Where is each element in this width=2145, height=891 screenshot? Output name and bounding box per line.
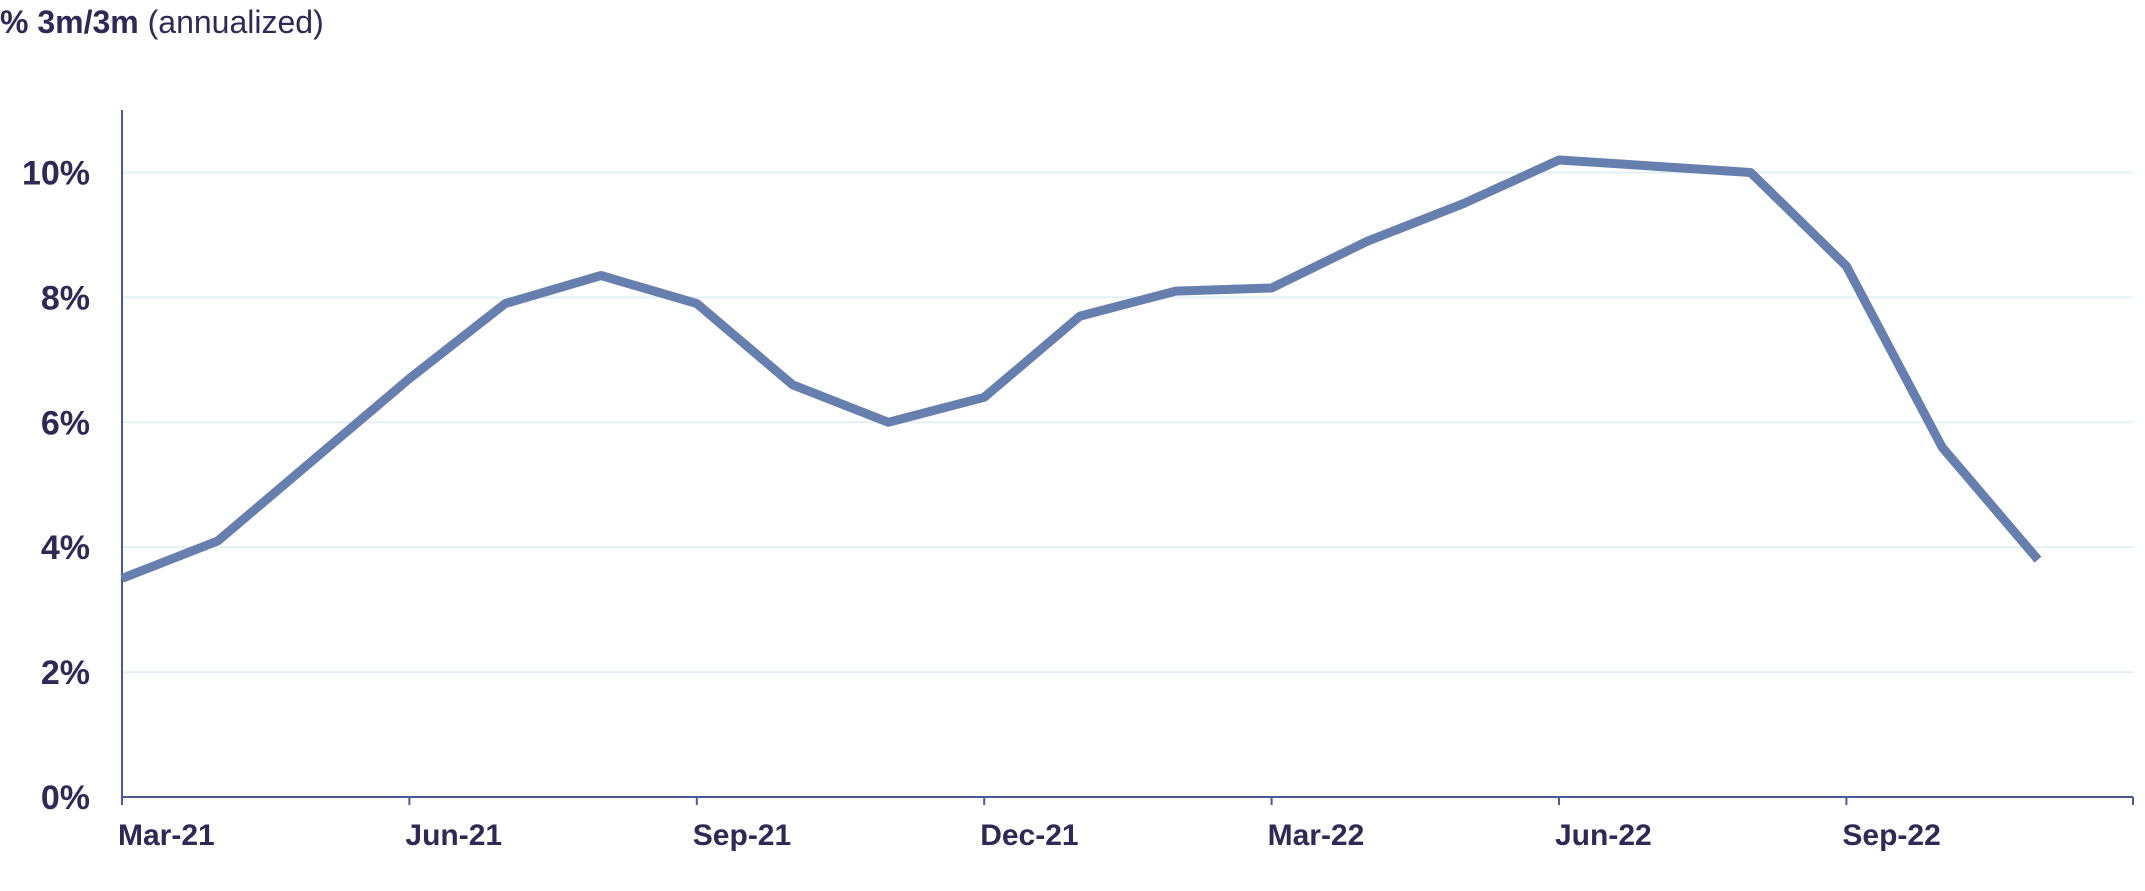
tick-labels: 0% 2% 4% 6% 8% 10% Mar-21 Jun-21 Sep-21 Dec-21 Mar… [22,154,1941,852]
chart-title-suffix: (annualized) [147,4,324,40]
x-tick-label: Sep-22 [1842,819,1940,852]
y-tick-label: 0% [41,779,90,817]
series-line [120,155,2042,583]
chart-title-main: % 3m/3m [0,4,139,40]
x-tick-label: Mar-21 [118,819,215,852]
gridlines [122,171,2133,674]
y-tick-label: 6% [41,404,90,442]
axes [121,110,2134,805]
x-tick-label: Mar-22 [1268,819,1365,852]
x-tick-label: Jun-22 [1555,819,1652,852]
x-tick-label: Sep-21 [693,819,791,852]
y-tick-label: 2% [41,654,90,692]
chart-title: % 3m/3m (annualized) [0,4,324,41]
x-tick-label: Dec-21 [980,819,1078,852]
series-layer [120,155,2042,583]
y-tick-label: 8% [41,279,90,317]
x-tick-label: Jun-21 [405,819,502,852]
y-tick-label: 10% [22,154,90,192]
y-tick-label: 4% [41,529,90,567]
